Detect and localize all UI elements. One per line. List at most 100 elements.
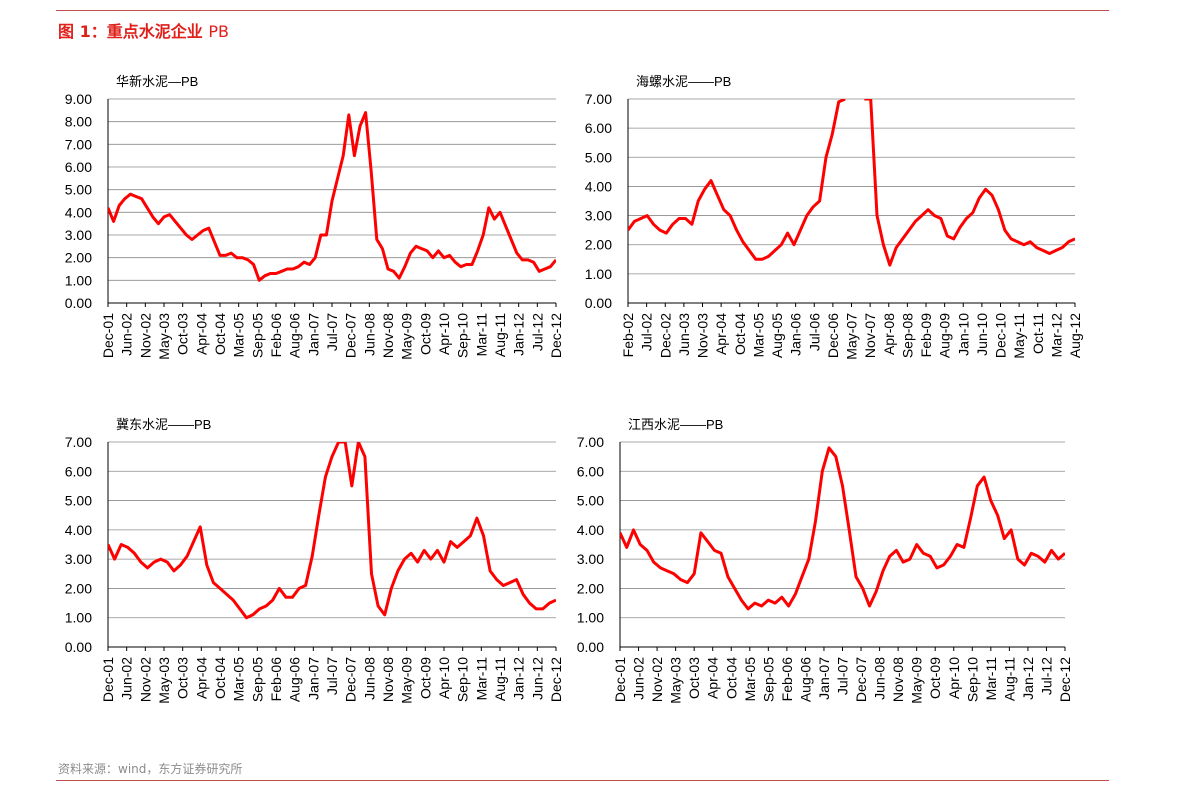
x-tick-label: May-09	[399, 657, 415, 704]
x-tick-label: Sep-10	[455, 657, 471, 702]
x-tick-label: Oct-04	[212, 313, 228, 355]
figure-prefix: 图 1：	[58, 22, 107, 41]
x-tick-label: Jun-08	[872, 657, 888, 700]
x-tick-label: Aug-06	[287, 313, 303, 358]
chart-title: 江西水泥——PB	[628, 417, 723, 432]
x-tick-label: Dec-12	[548, 657, 564, 702]
x-tick-label: Nov-07	[862, 313, 878, 358]
y-tick-label: 8.00	[65, 114, 92, 130]
x-tick-label: Dec-01	[100, 657, 116, 702]
x-tick-label: Dec-07	[853, 657, 869, 702]
x-tick-label: Dec-02	[657, 313, 673, 358]
y-tick-label: 9.00	[65, 91, 92, 107]
y-tick-label: 4.00	[585, 178, 612, 194]
x-tick-label: Mar-05	[231, 657, 247, 702]
x-tick-label: Oct-04	[212, 657, 228, 699]
chart-title: 华新水泥—PB	[116, 74, 198, 89]
x-tick-label: Mar-05	[750, 313, 766, 358]
x-tick-label: Jul-12	[1038, 657, 1054, 695]
y-tick-label: 7.00	[577, 434, 604, 450]
series-line	[620, 446, 1065, 611]
x-tick-label: May-03	[668, 657, 684, 704]
x-tick-label: Apr-04	[193, 657, 209, 699]
series-line	[108, 442, 556, 620]
x-tick-label: Jun-02	[119, 313, 135, 356]
top-rule	[56, 10, 1109, 11]
x-tick-label: Oct-04	[732, 313, 748, 355]
x-tick-label: Jul-07	[324, 657, 340, 695]
x-tick-label: Mar-11	[983, 657, 999, 701]
x-tick-label: May-07	[844, 313, 860, 360]
x-tick-label: Sep-10	[455, 313, 471, 358]
y-tick-label: 7.00	[65, 136, 92, 152]
x-tick-label: Sep-05	[760, 657, 776, 702]
x-tick-label: Oct-04	[723, 657, 739, 699]
x-tick-label: Oct-03	[686, 657, 702, 699]
x-tick-label: May-09	[399, 313, 415, 360]
x-tick-label: May-11	[1011, 313, 1027, 359]
x-tick-label: Oct-03	[175, 313, 191, 355]
x-tick-label: Feb-06	[779, 657, 795, 702]
x-tick-label: Apr-04	[705, 657, 721, 699]
x-tick-label: Sep-05	[249, 657, 265, 702]
x-tick-label: Apr-10	[436, 657, 452, 699]
x-tick-label: May-09	[909, 657, 925, 704]
x-tick-label: Dec-12	[548, 313, 564, 358]
x-tick-label: Apr-10	[946, 657, 962, 699]
y-tick-label: 5.00	[577, 493, 604, 509]
x-tick-label: Apr-04	[193, 313, 209, 355]
x-tick-label: Oct-09	[927, 657, 943, 699]
x-tick-label: Dec-01	[100, 313, 116, 358]
x-tick-label: May-03	[156, 313, 172, 360]
y-tick-label: 6.00	[65, 463, 92, 479]
x-tick-label: Oct-09	[417, 657, 433, 699]
chart-title: 海螺水泥——PB	[636, 74, 731, 89]
x-tick-label: Jan-12	[511, 313, 527, 356]
series-line	[108, 111, 556, 282]
y-tick-label: 1.00	[577, 610, 604, 626]
x-tick-label: Jan-06	[788, 313, 804, 356]
x-tick-label: Jul-06	[806, 313, 822, 351]
x-tick-label: Nov-03	[695, 313, 711, 358]
bottom-rule	[56, 780, 1109, 781]
x-tick-label: Jun-02	[119, 657, 135, 700]
y-tick-label: 0.00	[65, 639, 92, 655]
x-tick-label: Jan-07	[816, 657, 832, 700]
y-tick-label: 2.00	[65, 580, 92, 596]
y-tick-label: 5.00	[585, 149, 612, 165]
x-tick-label: Oct-11	[1030, 313, 1046, 354]
x-tick-label: Dec-07	[343, 313, 359, 358]
x-tick-label: Jan-07	[305, 313, 321, 356]
y-tick-label: 0.00	[577, 639, 604, 655]
y-tick-label: 1.00	[585, 266, 612, 282]
y-tick-label: 3.00	[65, 227, 92, 243]
y-tick-label: 6.00	[585, 120, 612, 136]
x-tick-label: Mar-05	[231, 313, 247, 358]
y-tick-label: 7.00	[585, 91, 612, 107]
y-tick-label: 6.00	[65, 159, 92, 175]
y-tick-label: 6.00	[577, 463, 604, 479]
x-tick-label: Nov-02	[137, 657, 153, 702]
y-tick-label: 5.00	[65, 182, 92, 198]
y-tick-label: 1.00	[65, 610, 92, 626]
x-tick-label: Dec-06	[825, 313, 841, 358]
series-line	[628, 99, 1075, 267]
x-tick-label: Apr-08	[881, 313, 897, 355]
x-tick-label: Apr-10	[436, 313, 452, 355]
y-tick-label: 3.00	[65, 551, 92, 567]
x-tick-label: Mar-05	[742, 657, 758, 702]
y-tick-label: 4.00	[577, 522, 604, 538]
x-tick-label: Feb-06	[268, 657, 284, 702]
x-tick-label: Dec-01	[612, 657, 628, 702]
x-tick-label: Jan-10	[955, 313, 971, 356]
y-tick-label: 3.00	[577, 551, 604, 567]
x-tick-label: May-03	[156, 657, 172, 704]
x-tick-label: Sep-08	[899, 313, 915, 358]
x-tick-label: Jul-12	[529, 313, 545, 351]
x-tick-label: Jan-07	[305, 657, 321, 700]
source-note: 资料来源：wind，东方证券研究所	[58, 762, 243, 776]
x-tick-label: Jun-03	[676, 313, 692, 356]
x-tick-label: Mar-11	[473, 657, 489, 701]
x-tick-label: Jun-02	[631, 657, 647, 700]
